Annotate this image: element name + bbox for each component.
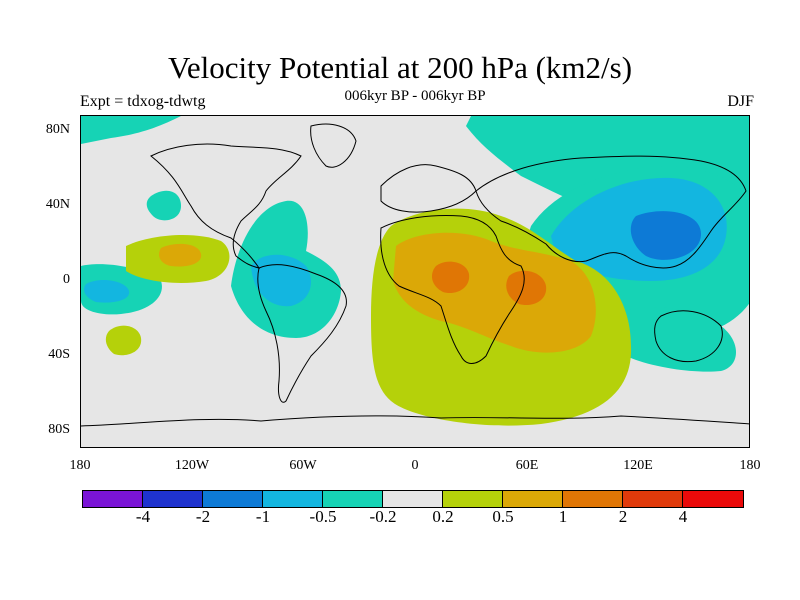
colorbar-label: -4 [135, 507, 151, 526]
south-pacific-green-region [105, 325, 142, 356]
lat-label-40n: 40N [45, 197, 70, 212]
lon-label-180w: 180 [69, 458, 91, 473]
colorbar-box [83, 491, 143, 507]
colorbar-label: 2 [618, 507, 628, 526]
colorbar-label: -1 [255, 507, 271, 526]
lon-label-0: 0 [411, 458, 419, 473]
antarctica-coastline [81, 415, 749, 427]
colorbar-box [383, 491, 443, 507]
colorbar-box [443, 491, 503, 507]
lon-label-120e: 120E [623, 458, 653, 473]
australia-coastline [654, 310, 723, 363]
central-pacific-orange-region [159, 243, 202, 267]
west-pacific-cyan-region [611, 307, 736, 372]
map-title: Velocity Potential at 200 hPa (km2/s) [167, 50, 633, 85]
north-pacific-cyan-region [81, 116, 181, 144]
colorbar-label: -0.5 [309, 507, 337, 526]
colorbar-label: -2 [195, 507, 211, 526]
lat-label-80n: 80N [45, 122, 70, 137]
colorbar-box [143, 491, 203, 507]
colorbar-label: 0.2 [432, 507, 454, 526]
colorbar-box [323, 491, 383, 507]
lon-label-180e: 180 [739, 458, 761, 473]
lon-label-120w: 120W [174, 458, 210, 473]
south-america-coastline [257, 264, 347, 403]
colorbar-box [623, 491, 683, 507]
colorbar-label: 4 [678, 507, 688, 526]
europe-coastline [380, 164, 477, 213]
tropical-pacific-blue-region [84, 280, 130, 303]
small-cyan-region [146, 190, 181, 221]
velocity-potential-map [81, 116, 749, 427]
greenland-coastline [310, 123, 357, 168]
colorbar-box [263, 491, 323, 507]
colorbar-box [203, 491, 263, 507]
africa-east-core-region [506, 270, 547, 306]
north-america-coastline [150, 143, 302, 269]
africa-west-core-region [431, 261, 470, 294]
east-asia-core-region [630, 211, 701, 260]
map-subtitle: 006kyr BP - 006kyr BP [344, 88, 486, 104]
lat-label-80s: 80S [48, 422, 70, 437]
colorbar-label: -0.2 [369, 507, 397, 526]
colorbar-label: 0.5 [492, 507, 514, 526]
lon-label-60w: 60W [289, 458, 317, 473]
coastlines [81, 123, 749, 427]
colorbar-box [503, 491, 563, 507]
lat-label-40s: 40S [48, 347, 70, 362]
experiment-label: Expt = tdxog-tdwtg [80, 93, 206, 110]
positive-anomaly-regions [105, 208, 632, 426]
asia-coastline [475, 155, 747, 269]
lon-label-60e: 60E [515, 458, 539, 473]
colorbar [82, 490, 744, 508]
colorbar-label: 1 [558, 507, 568, 526]
colorbar-box [683, 491, 743, 507]
colorbar-box [563, 491, 623, 507]
africa-coastline [380, 215, 525, 364]
map-panel [80, 115, 750, 448]
season-label: DJF [727, 93, 754, 110]
lat-label-0: 0 [63, 272, 70, 287]
